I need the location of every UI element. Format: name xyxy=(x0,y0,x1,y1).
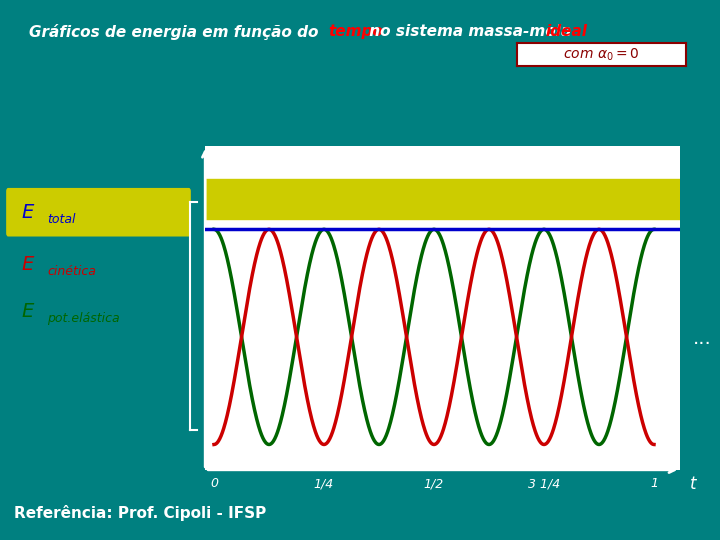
Bar xyxy=(205,179,680,219)
Text: cinética: cinética xyxy=(48,265,96,278)
Text: $E$: $E$ xyxy=(20,301,35,321)
Text: ...: ... xyxy=(693,329,712,348)
Text: pot.elástica: pot.elástica xyxy=(48,312,120,325)
Text: ideal: ideal xyxy=(546,24,588,39)
Text: Gráficos de energia em função do: Gráficos de energia em função do xyxy=(29,24,323,40)
Text: 1/2: 1/2 xyxy=(424,477,444,490)
FancyBboxPatch shape xyxy=(6,188,191,237)
Text: $\mathit{com}\ \alpha_0 = 0$: $\mathit{com}\ \alpha_0 = 0$ xyxy=(563,46,640,63)
Text: tempo: tempo xyxy=(328,24,383,39)
Text: total: total xyxy=(48,213,76,226)
Text: 0: 0 xyxy=(210,477,218,490)
Text: 1: 1 xyxy=(650,477,658,490)
Text: 3 1/4: 3 1/4 xyxy=(528,477,560,490)
Text: $E$: $E$ xyxy=(20,254,35,274)
Text: $E$: $E$ xyxy=(20,202,35,222)
Text: no sistema massa-mola: no sistema massa-mola xyxy=(364,24,577,39)
Text: t: t xyxy=(690,475,697,492)
Text: 1/4: 1/4 xyxy=(314,477,334,490)
Text: Referência: Prof. Cipoli - IFSP: Referência: Prof. Cipoli - IFSP xyxy=(14,505,266,522)
